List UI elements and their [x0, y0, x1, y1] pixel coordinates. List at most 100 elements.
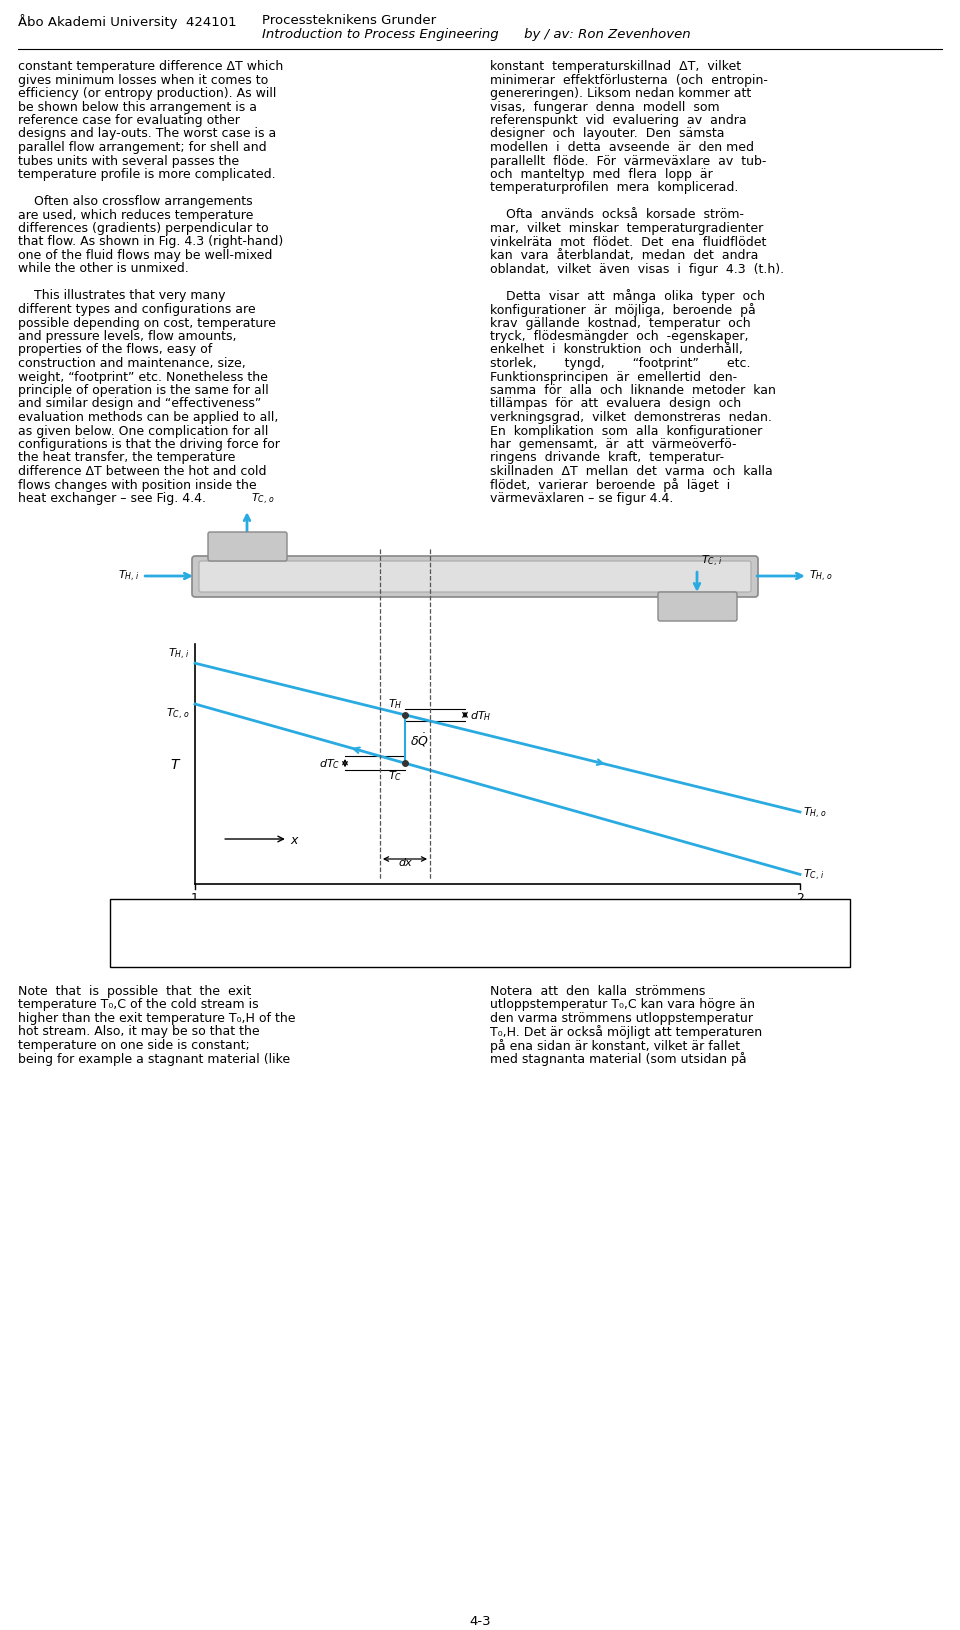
- Text: heat exchanger – see Fig. 4.4.: heat exchanger – see Fig. 4.4.: [18, 492, 206, 505]
- Text: temperature profile is more complicated.: temperature profile is more complicated.: [18, 168, 276, 181]
- Text: This illustrates that very many: This illustrates that very many: [18, 289, 226, 302]
- Text: possible depending on cost, temperature: possible depending on cost, temperature: [18, 316, 276, 329]
- Text: parallel flow arrangement; for shell and: parallel flow arrangement; for shell and: [18, 140, 267, 153]
- Text: differences (gradients) perpendicular to: differences (gradients) perpendicular to: [18, 222, 269, 235]
- Text: gives minimum losses when it comes to: gives minimum losses when it comes to: [18, 73, 268, 86]
- Text: Temperature profile in a counter-flow heat exchanger  (KJ05): Temperature profile in a counter-flow he…: [118, 929, 540, 944]
- Text: kan  vara  återblandat,  medan  det  andra: kan vara återblandat, medan det andra: [490, 249, 758, 262]
- Text: 4-3: 4-3: [469, 1614, 491, 1627]
- Text: mar,  vilket  minskar  temperaturgradienter: mar, vilket minskar temperaturgradienter: [490, 222, 763, 235]
- Text: Detta  visar  att  många  olika  typer  och: Detta visar att många olika typer och: [490, 289, 765, 303]
- Text: T: T: [171, 758, 180, 771]
- Text: krav  gällande  kostnad,  temperatur  och: krav gällande kostnad, temperatur och: [490, 316, 751, 329]
- Text: $T_H$: $T_H$: [388, 696, 402, 711]
- Text: being for example a stagnant material (like: being for example a stagnant material (l…: [18, 1051, 290, 1064]
- Text: har  gemensamt,  är  att  värmeöverfö-: har gemensamt, är att värmeöverfö-: [490, 438, 736, 452]
- Text: construction and maintenance, size,: construction and maintenance, size,: [18, 357, 246, 370]
- Text: while the other is unmixed.: while the other is unmixed.: [18, 262, 189, 275]
- Text: Notera  att  den  kalla  strömmens: Notera att den kalla strömmens: [490, 985, 706, 998]
- Text: vinkelräta  mot  flödet.  Det  ena  fluidflödet: vinkelräta mot flödet. Det ena fluidflöd…: [490, 235, 766, 248]
- Text: weight, “footprint” etc. Nonetheless the: weight, “footprint” etc. Nonetheless the: [18, 370, 268, 383]
- Text: x: x: [290, 833, 298, 846]
- Text: one of the fluid flows may be well-mixed: one of the fluid flows may be well-mixed: [18, 249, 273, 262]
- Text: $T_C$: $T_C$: [388, 769, 402, 782]
- Text: hot stream. Also, it may be so that the: hot stream. Also, it may be so that the: [18, 1025, 259, 1038]
- Text: Length or area: Length or area: [451, 906, 543, 919]
- Text: konstant  temperaturskillnad  ΔT,  vilket: konstant temperaturskillnad ΔT, vilket: [490, 60, 741, 73]
- Text: utloppstemperatur T₀,C kan vara högre än: utloppstemperatur T₀,C kan vara högre än: [490, 998, 755, 1011]
- Text: different types and configurations are: different types and configurations are: [18, 303, 255, 316]
- Text: storlek,       tyngd,       “footprint”       etc.: storlek, tyngd, “footprint” etc.: [490, 357, 751, 370]
- Text: $T_{H,\,i}$: $T_{H,\,i}$: [118, 569, 140, 584]
- Text: T₀,H. Det är också möjligt att temperaturen: T₀,H. Det är också möjligt att temperatu…: [490, 1025, 762, 1038]
- Text: med stagnanta material (som utsidan på: med stagnanta material (som utsidan på: [490, 1051, 747, 1066]
- Text: En  komplikation  som  alla  konfigurationer: En komplikation som alla konfigurationer: [490, 424, 762, 437]
- Text: parallellt  flöde.  För  värmeväxlare  av  tub-: parallellt flöde. För värmeväxlare av tu…: [490, 155, 766, 168]
- Text: Ofta  används  också  korsade  ström-: Ofta används också korsade ström-: [490, 209, 744, 222]
- Text: och  manteltyp  med  flera  lopp  är: och manteltyp med flera lopp är: [490, 168, 712, 181]
- Text: 1: 1: [191, 892, 199, 905]
- Text: evaluation methods can be applied to all,: evaluation methods can be applied to all…: [18, 411, 278, 424]
- Text: $T_{C,\,i}$: $T_{C,\,i}$: [803, 867, 825, 882]
- Text: that flow. As shown in Fig. 4.3 (right-hand): that flow. As shown in Fig. 4.3 (right-h…: [18, 235, 283, 248]
- Text: principle of operation is the same for all: principle of operation is the same for a…: [18, 383, 269, 396]
- Text: Note  that  is  possible  that  the  exit: Note that is possible that the exit: [18, 985, 252, 998]
- FancyBboxPatch shape: [208, 533, 287, 562]
- FancyBboxPatch shape: [192, 557, 758, 598]
- Text: 2: 2: [796, 892, 804, 905]
- Text: minimerar  effektförlusterna  (och  entropin-: minimerar effektförlusterna (och entropi…: [490, 73, 768, 86]
- Text: $\delta\dot{Q}$: $\delta\dot{Q}$: [410, 730, 429, 748]
- Text: properties of the flows, easy of: properties of the flows, easy of: [18, 344, 212, 357]
- Text: skillnaden  ΔT  mellan  det  varma  och  kalla: skillnaden ΔT mellan det varma och kalla: [490, 465, 773, 478]
- Text: and pressure levels, flow amounts,: and pressure levels, flow amounts,: [18, 329, 236, 342]
- Text: as given below. One complication for all: as given below. One complication for all: [18, 424, 269, 437]
- Text: Åbo Akademi University  424101: Åbo Akademi University 424101: [18, 15, 236, 29]
- Text: be shown below this arrangement is a: be shown below this arrangement is a: [18, 101, 257, 114]
- Text: ringens  drivande  kraft,  temperatur-: ringens drivande kraft, temperatur-: [490, 452, 724, 465]
- Text: tubes units with several passes the: tubes units with several passes the: [18, 155, 239, 168]
- Text: $dT_H$: $dT_H$: [470, 709, 492, 722]
- Text: Processteknikens Grunder: Processteknikens Grunder: [262, 15, 436, 28]
- Text: reference case for evaluating other: reference case for evaluating other: [18, 114, 240, 127]
- Text: genereringen). Liksom nedan kommer att: genereringen). Liksom nedan kommer att: [490, 86, 752, 99]
- Text: Fig. 4.4 Temperaturprofilen i en motströmsvärmeväxlare: Fig. 4.4 Temperaturprofilen i en motströ…: [118, 908, 564, 921]
- Text: Funktionsprincipen  är  emellertid  den-: Funktionsprincipen är emellertid den-: [490, 370, 737, 383]
- Bar: [110, 900, 850, 968]
- FancyBboxPatch shape: [658, 593, 737, 621]
- Text: flödet,  varierar  beroende  på  läget  i: flödet, varierar beroende på läget i: [490, 478, 731, 492]
- Text: referenspunkt  vid  evaluering  av  andra: referenspunkt vid evaluering av andra: [490, 114, 747, 127]
- Text: efficiency (or entropy production). As will: efficiency (or entropy production). As w…: [18, 86, 276, 99]
- Text: $T_{C,\,o}$: $T_{C,\,o}$: [251, 492, 275, 507]
- Text: temperaturprofilen  mera  komplicerad.: temperaturprofilen mera komplicerad.: [490, 181, 738, 194]
- Text: higher than the exit temperature T₀,H of the: higher than the exit temperature T₀,H of…: [18, 1011, 296, 1024]
- Text: temperature on one side is constant;: temperature on one side is constant;: [18, 1038, 250, 1051]
- Text: verkningsgrad,  vilket  demonstreras  nedan.: verkningsgrad, vilket demonstreras nedan…: [490, 411, 772, 424]
- Text: konfigurationer  är  möjliga,  beroende  på: konfigurationer är möjliga, beroende på: [490, 303, 756, 316]
- Text: värmeväxlaren – se figur 4.4.: värmeväxlaren – se figur 4.4.: [490, 492, 673, 505]
- Text: tryck,  flödesmängder  och  -egenskaper,: tryck, flödesmängder och -egenskaper,: [490, 329, 749, 342]
- Text: $T_{C,\,i}$: $T_{C,\,i}$: [701, 554, 723, 569]
- Text: configurations is that the driving force for: configurations is that the driving force…: [18, 438, 280, 452]
- Text: oblandat,  vilket  även  visas  i  figur  4.3  (t.h).: oblandat, vilket även visas i figur 4.3 …: [490, 262, 784, 275]
- Text: den varma strömmens utloppstemperatur: den varma strömmens utloppstemperatur: [490, 1011, 753, 1024]
- Text: $dT_C$: $dT_C$: [319, 756, 340, 771]
- Text: designs and lay-outs. The worst case is a: designs and lay-outs. The worst case is …: [18, 127, 276, 140]
- Text: visas,  fungerar  denna  modell  som: visas, fungerar denna modell som: [490, 101, 720, 114]
- Text: and similar design and “effectiveness”: and similar design and “effectiveness”: [18, 398, 261, 411]
- Text: $T_{C,\,o}$: $T_{C,\,o}$: [166, 706, 190, 722]
- Text: $T_{H,\,o}$: $T_{H,\,o}$: [803, 805, 828, 820]
- Text: modellen  i  detta  avseende  är  den med: modellen i detta avseende är den med: [490, 140, 754, 153]
- Text: Introduction to Process Engineering      by / av: Ron Zevenhoven: Introduction to Process Engineering by /…: [262, 28, 690, 41]
- Text: dx: dx: [398, 857, 412, 867]
- FancyBboxPatch shape: [199, 562, 751, 593]
- Text: constant temperature difference ΔT which: constant temperature difference ΔT which: [18, 60, 283, 73]
- Text: tillämpas  för  att  evaluera  design  och: tillämpas för att evaluera design och: [490, 398, 741, 411]
- Text: are used, which reduces temperature: are used, which reduces temperature: [18, 209, 253, 222]
- Text: difference ΔT between the hot and cold: difference ΔT between the hot and cold: [18, 465, 267, 478]
- Text: på ena sidan är konstant, vilket är fallet: på ena sidan är konstant, vilket är fall…: [490, 1038, 740, 1053]
- Text: temperature T₀,C of the cold stream is: temperature T₀,C of the cold stream is: [18, 998, 258, 1011]
- Text: samma  för  alla  och  liknande  metoder  kan: samma för alla och liknande metoder kan: [490, 383, 776, 396]
- Text: Often also crossflow arrangements: Often also crossflow arrangements: [18, 196, 252, 209]
- Text: $T_{H,\,i}$: $T_{H,\,i}$: [168, 647, 190, 662]
- Text: the heat transfer, the temperature: the heat transfer, the temperature: [18, 452, 235, 465]
